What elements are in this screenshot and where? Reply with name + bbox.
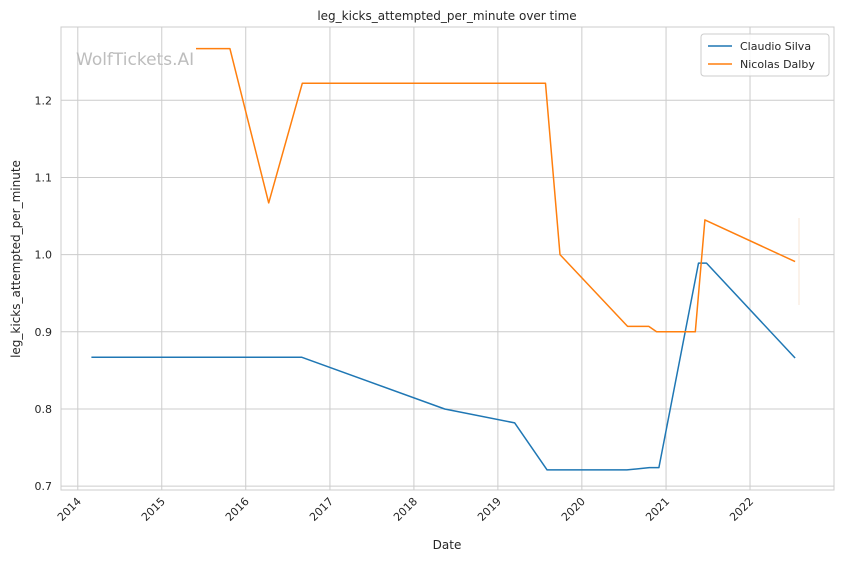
y-axis-label: leg_kicks_attempted_per_minute xyxy=(9,160,23,358)
y-tick-label: 0.7 xyxy=(35,480,53,493)
y-tick-label: 1.0 xyxy=(35,249,53,262)
watermark: WolfTickets.AI xyxy=(76,50,194,70)
y-tick-label: 0.8 xyxy=(35,403,53,416)
x-tick-label: 2016 xyxy=(223,495,252,524)
chart-title: leg_kicks_attempted_per_minute over time xyxy=(317,9,576,23)
x-tick-label: 2015 xyxy=(139,495,168,524)
y-tick-label: 0.9 xyxy=(35,326,53,339)
x-axis-label: Date xyxy=(433,538,462,552)
x-tick-label: 2019 xyxy=(475,495,504,524)
series-line-nicolas-dalby xyxy=(196,47,796,333)
x-tick-label: 2021 xyxy=(643,495,672,524)
legend-label: Nicolas Dalby xyxy=(740,58,815,71)
x-tick-label: 2014 xyxy=(55,495,84,524)
y-tick-label: 1.1 xyxy=(35,171,53,184)
legend-box xyxy=(700,33,830,77)
legend-label: Claudio Silva xyxy=(740,40,811,53)
plot-area xyxy=(60,26,835,491)
x-tick-label: 2022 xyxy=(727,495,756,524)
x-tick-label: 2020 xyxy=(559,495,588,524)
legend: Claudio Silva Nicolas Dalby xyxy=(700,33,830,77)
x-tick-label: 2017 xyxy=(307,495,336,524)
x-tick-label: 2018 xyxy=(391,495,420,524)
series-line-claudio-silva xyxy=(91,262,796,471)
y-tick-label: 1.2 xyxy=(35,94,53,107)
